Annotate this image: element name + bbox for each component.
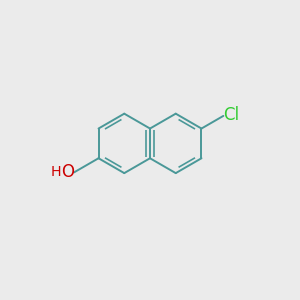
Text: Cl: Cl: [224, 106, 240, 124]
Text: O: O: [61, 164, 75, 181]
Text: H: H: [50, 165, 61, 179]
